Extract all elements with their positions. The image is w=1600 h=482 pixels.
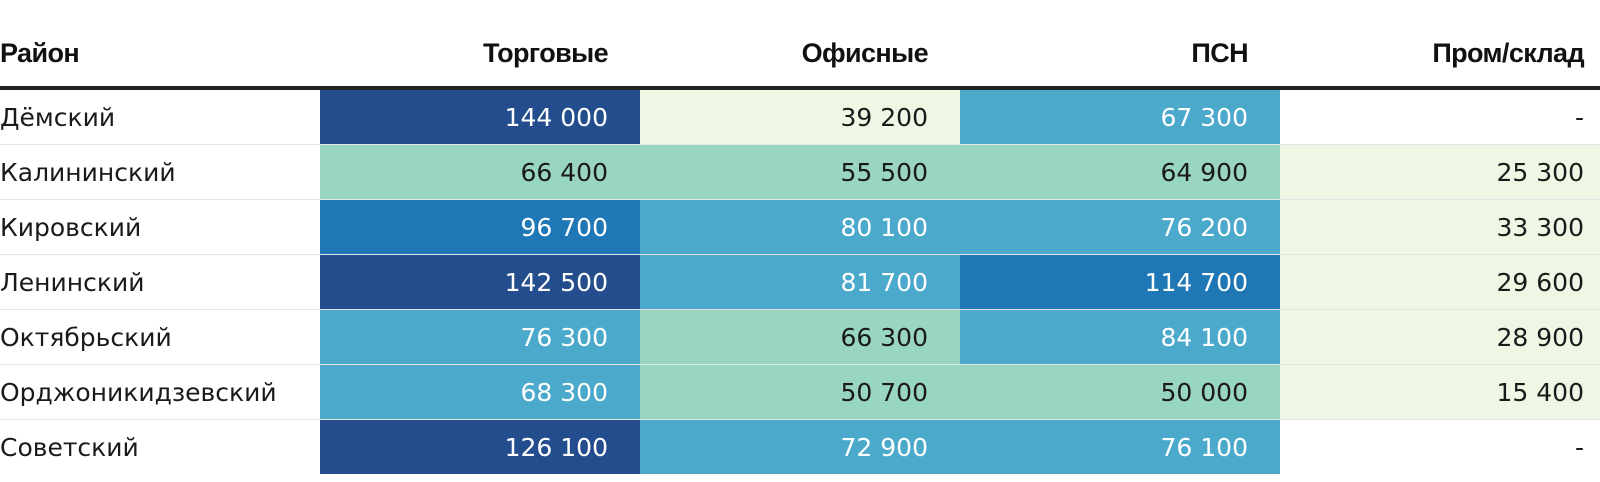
column-header-industrial: Пром/склад (1280, 20, 1600, 90)
column-header-office: Офисные (640, 20, 960, 90)
value-cell: 67 300 (960, 88, 1280, 145)
value-cell: 28 900 (1280, 309, 1600, 365)
value-cell: 15 400 (1280, 364, 1600, 420)
value-cell: 76 200 (960, 199, 1280, 255)
column-header-retail: Торговые (320, 20, 640, 90)
value-cell: 126 100 (320, 419, 640, 474)
value-cell: 64 900 (960, 144, 1280, 200)
value-cell: 84 100 (960, 309, 1280, 365)
value-cell: 80 100 (640, 199, 960, 255)
value-cell: 55 500 (640, 144, 960, 200)
value-cell: - (1280, 419, 1600, 474)
value-cell: - (1280, 88, 1600, 145)
district-cell: Орджоникидзевский (0, 364, 320, 420)
value-cell: 25 300 (1280, 144, 1600, 200)
value-cell: 33 300 (1280, 199, 1600, 255)
table-row: Советский 126 100 72 900 76 100- (0, 419, 1600, 474)
table-row: Кировский 96 700 80 100 76 200 33 300 (0, 199, 1600, 255)
value-cell: 72 900 (640, 419, 960, 474)
value-cell: 68 300 (320, 364, 640, 420)
district-cell: Кировский (0, 199, 320, 255)
value-cell: 81 700 (640, 254, 960, 310)
table-row: Ленинский 142 500 81 700 114 700 29 600 (0, 254, 1600, 310)
value-cell: 29 600 (1280, 254, 1600, 310)
district-cell: Ленинский (0, 254, 320, 310)
table-row: Октябрьский 76 300 66 300 84 100 28 900 (0, 309, 1600, 365)
header-row: Район Торговые Офисные ПСН Пром/склад (0, 20, 1600, 90)
table-row: Калининский 66 400 55 500 64 900 25 300 (0, 144, 1600, 200)
value-cell: 66 300 (640, 309, 960, 365)
table-row: Орджоникидзевский 68 300 50 700 50 000 15 40… (0, 364, 1600, 420)
value-cell: 39 200 (640, 88, 960, 145)
district-cell: Октябрьский (0, 309, 320, 365)
table-row: Дёмский 144 000 39 200 67 300- (0, 88, 1600, 145)
value-cell: 66 400 (320, 144, 640, 200)
value-cell: 76 100 (960, 419, 1280, 474)
column-header-psn: ПСН (960, 20, 1280, 90)
table-body: Дёмский 144 000 39 200 67 300- Калининский 66… (0, 88, 1600, 474)
district-cell: Калининский (0, 144, 320, 200)
value-cell: 142 500 (320, 254, 640, 310)
column-header-district: Район (0, 20, 320, 90)
heatmap-table: Район Торговые Офисные ПСН Пром/склад Дё… (0, 20, 1600, 474)
district-cell: Дёмский (0, 102, 116, 132)
district-cell: Советский (0, 419, 320, 474)
value-cell: 114 700 (960, 254, 1280, 310)
value-cell: 96 700 (320, 199, 640, 255)
value-cell: 144 000 (320, 88, 640, 145)
value-cell: 50 700 (640, 364, 960, 420)
value-cell: 50 000 (960, 364, 1280, 420)
value-cell: 76 300 (320, 309, 640, 365)
